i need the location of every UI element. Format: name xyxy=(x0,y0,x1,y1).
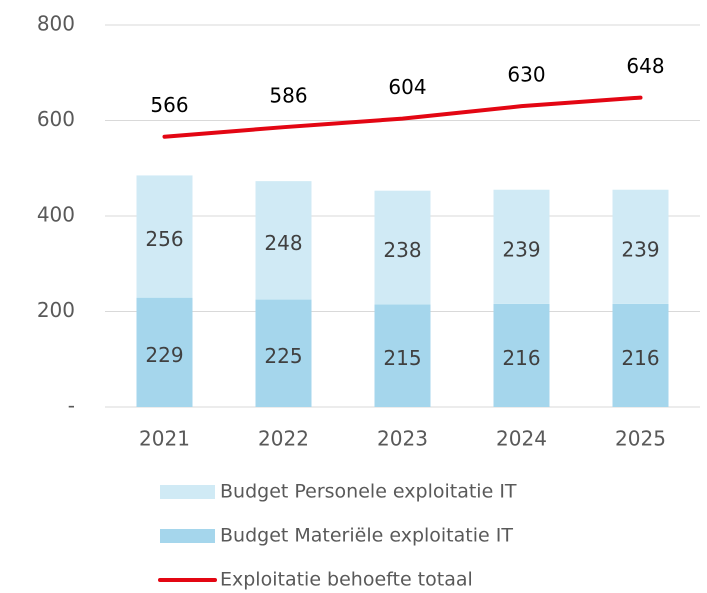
legend-label: Budget Personele exploitatie IT xyxy=(220,481,517,503)
line-label: 586 xyxy=(269,84,307,108)
y-tick-label: - xyxy=(68,394,75,418)
line-label: 630 xyxy=(507,63,545,87)
bar xyxy=(612,303,669,407)
legend-swatch xyxy=(160,529,215,543)
legend-label: Budget Materiële exploitatie IT xyxy=(220,525,513,547)
data-label: 239 xyxy=(621,237,659,261)
bar xyxy=(374,190,431,305)
bar xyxy=(255,299,312,407)
data-label: 248 xyxy=(264,231,302,255)
bar xyxy=(493,303,550,407)
legend-swatch xyxy=(160,485,215,499)
y-tick-label: 200 xyxy=(37,298,75,322)
y-tick-label: 400 xyxy=(37,203,75,227)
data-label: 225 xyxy=(264,344,302,368)
y-tick-label: 800 xyxy=(37,12,75,36)
line-label: 648 xyxy=(626,54,664,78)
line-label: 566 xyxy=(150,93,188,117)
line-label: 604 xyxy=(388,75,426,99)
data-label: 216 xyxy=(621,346,659,370)
x-tick-label: 2021 xyxy=(139,427,190,451)
x-tick-label: 2022 xyxy=(258,427,309,451)
data-label: 215 xyxy=(383,346,421,370)
x-tick-label: 2025 xyxy=(615,427,666,451)
data-label: 238 xyxy=(383,238,421,262)
bar xyxy=(374,304,431,407)
data-label: 256 xyxy=(145,227,183,251)
line xyxy=(162,95,643,139)
bar xyxy=(136,297,193,407)
data-label: 229 xyxy=(145,343,183,367)
legend-label: Exploitatie behoefte totaal xyxy=(220,569,473,591)
bar xyxy=(493,189,550,304)
data-label: 239 xyxy=(502,237,540,261)
data-label: 216 xyxy=(502,346,540,370)
bar xyxy=(612,189,669,304)
bar xyxy=(136,175,193,298)
y-tick-label: 600 xyxy=(37,107,75,131)
x-tick-label: 2024 xyxy=(496,427,547,451)
x-tick-label: 2023 xyxy=(377,427,428,451)
bar xyxy=(255,181,312,300)
